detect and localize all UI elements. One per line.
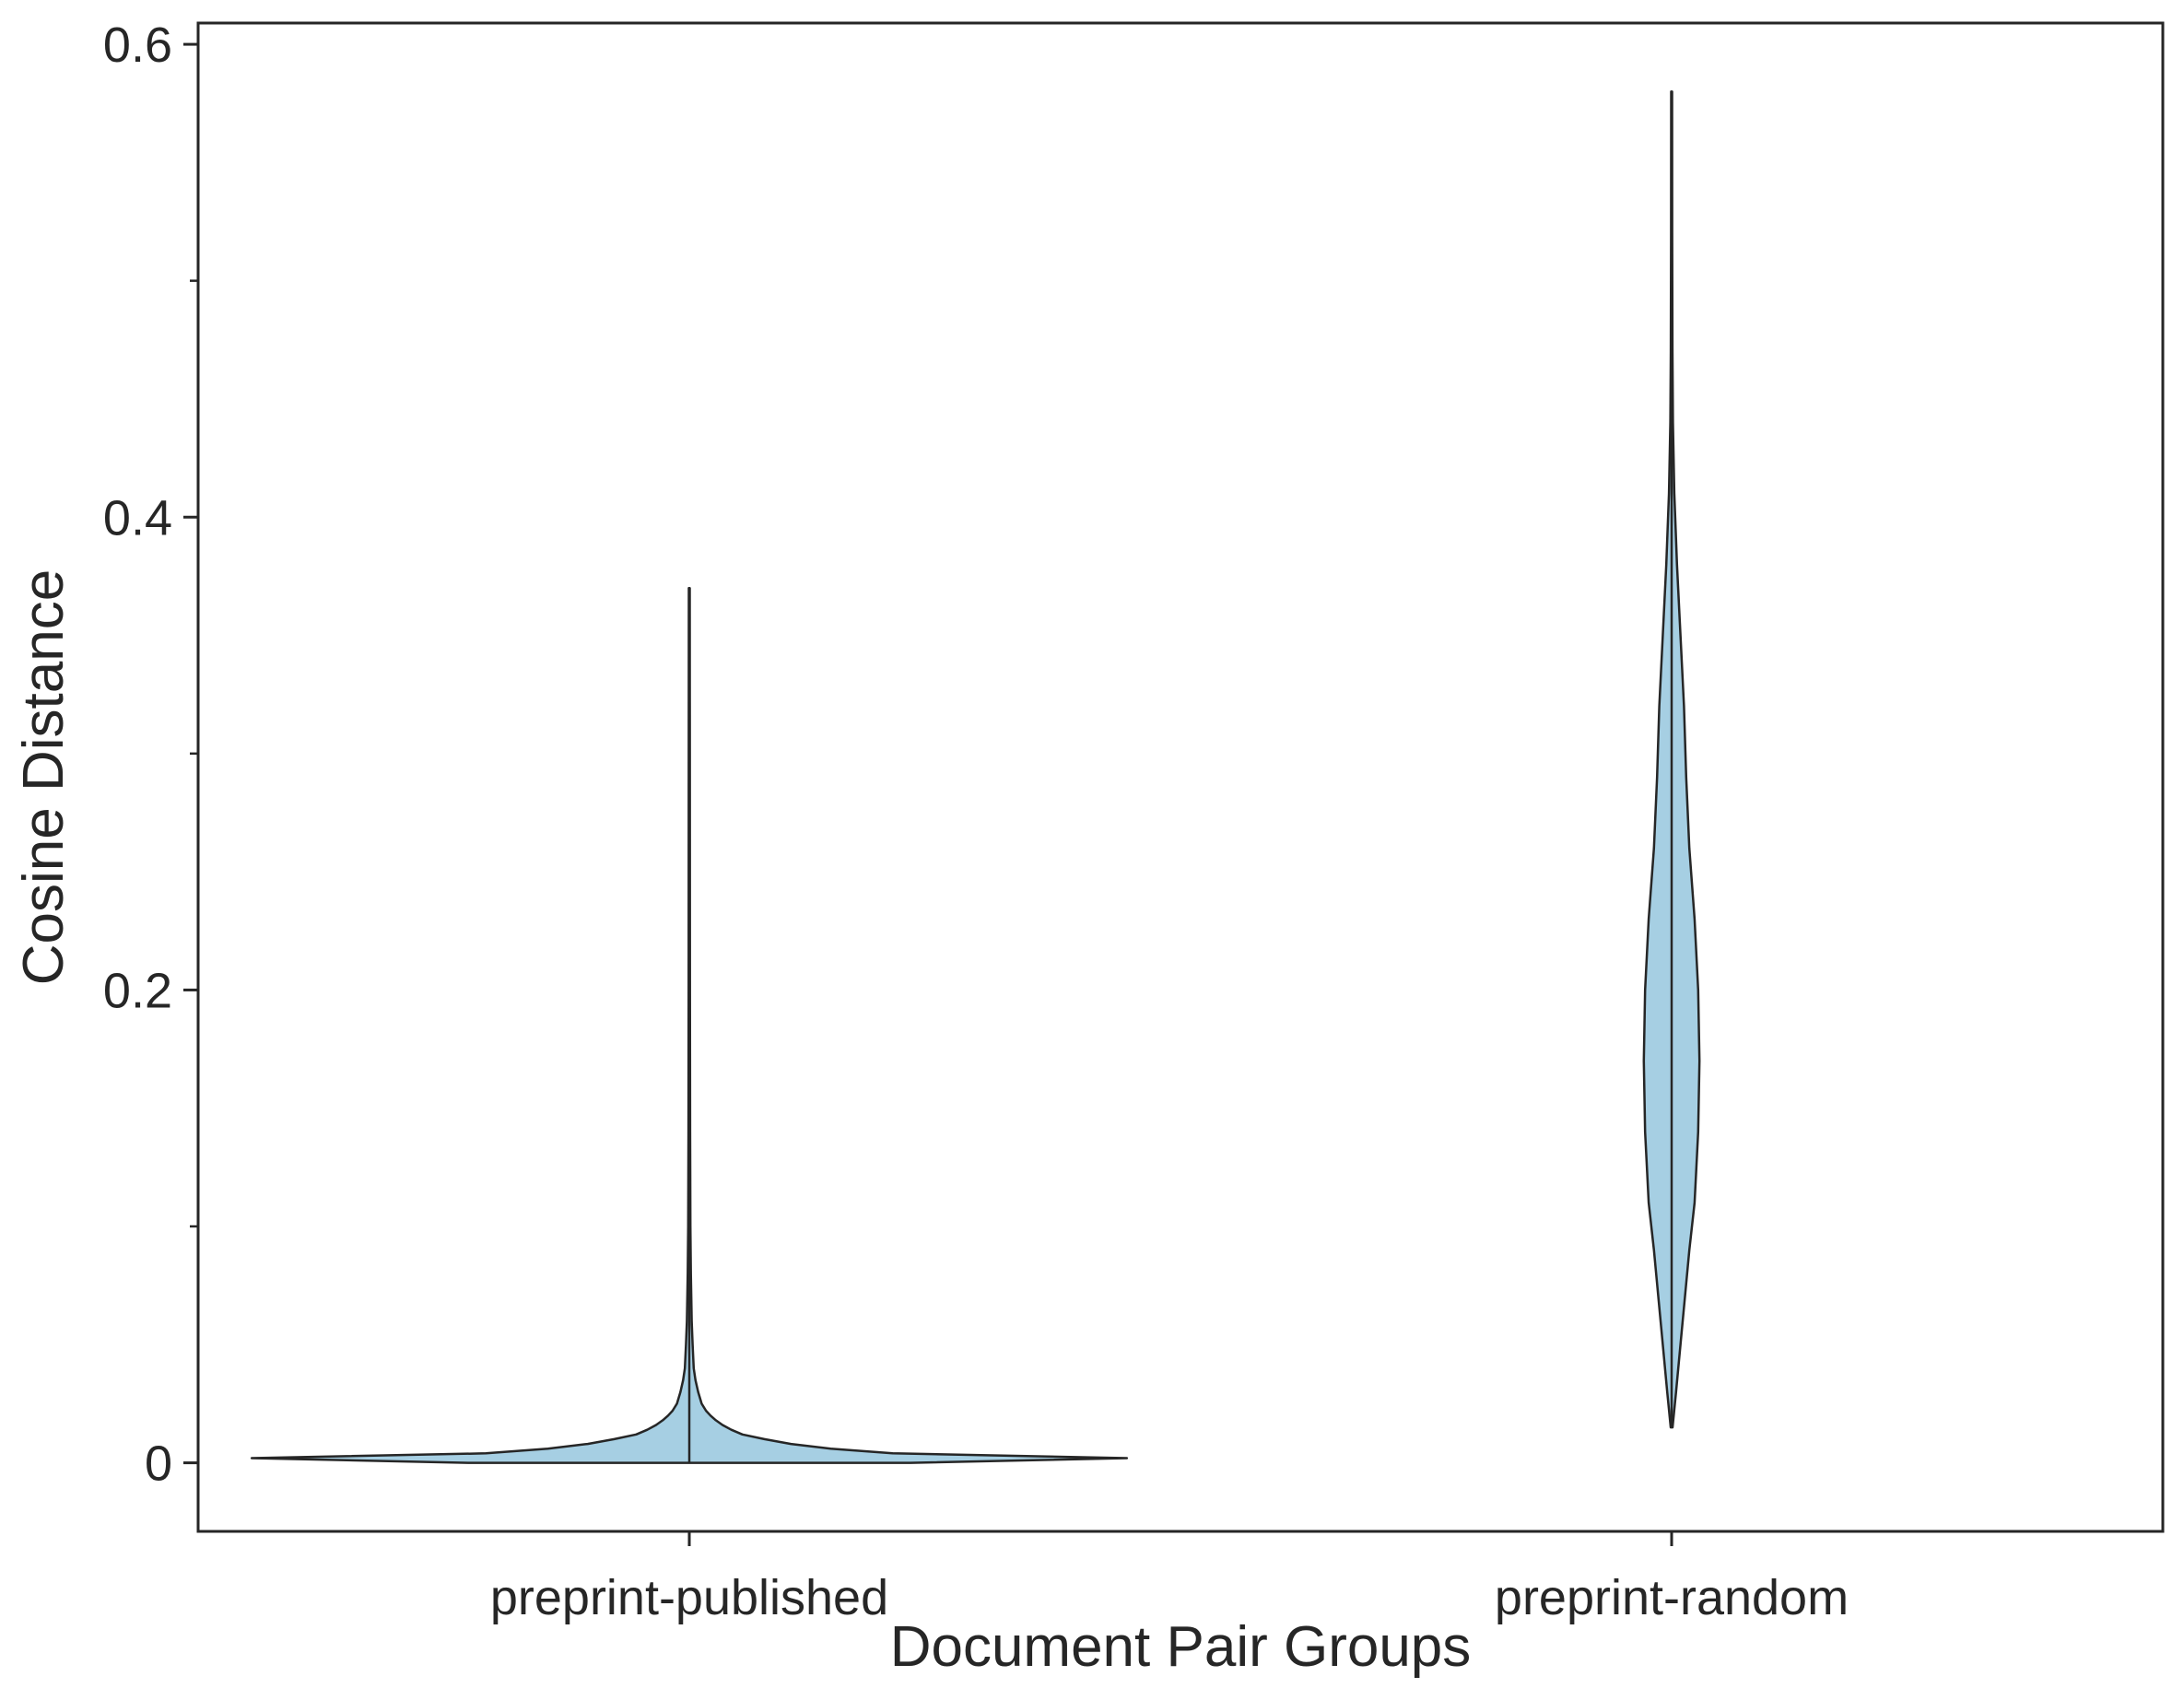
x-tick-label: preprint-random	[1495, 1570, 1849, 1625]
x-tick-label: preprint-published	[490, 1570, 888, 1625]
y-tick-label: 0.2	[103, 963, 172, 1018]
violins-layer	[250, 90, 1701, 1464]
plot-frame	[196, 21, 2165, 1533]
y-axis: 0 0.2 0.4 0.6	[103, 18, 198, 1492]
y-tick-label: 0.6	[103, 18, 172, 73]
y-axis-title: Cosine Distance	[12, 569, 76, 985]
x-axis: preprint-published preprint-random	[490, 1531, 1849, 1625]
y-tick-label: 0.4	[103, 490, 172, 545]
y-tick-label: 0	[145, 1436, 172, 1492]
x-axis-title: Document Pair Groups	[890, 1615, 1472, 1679]
